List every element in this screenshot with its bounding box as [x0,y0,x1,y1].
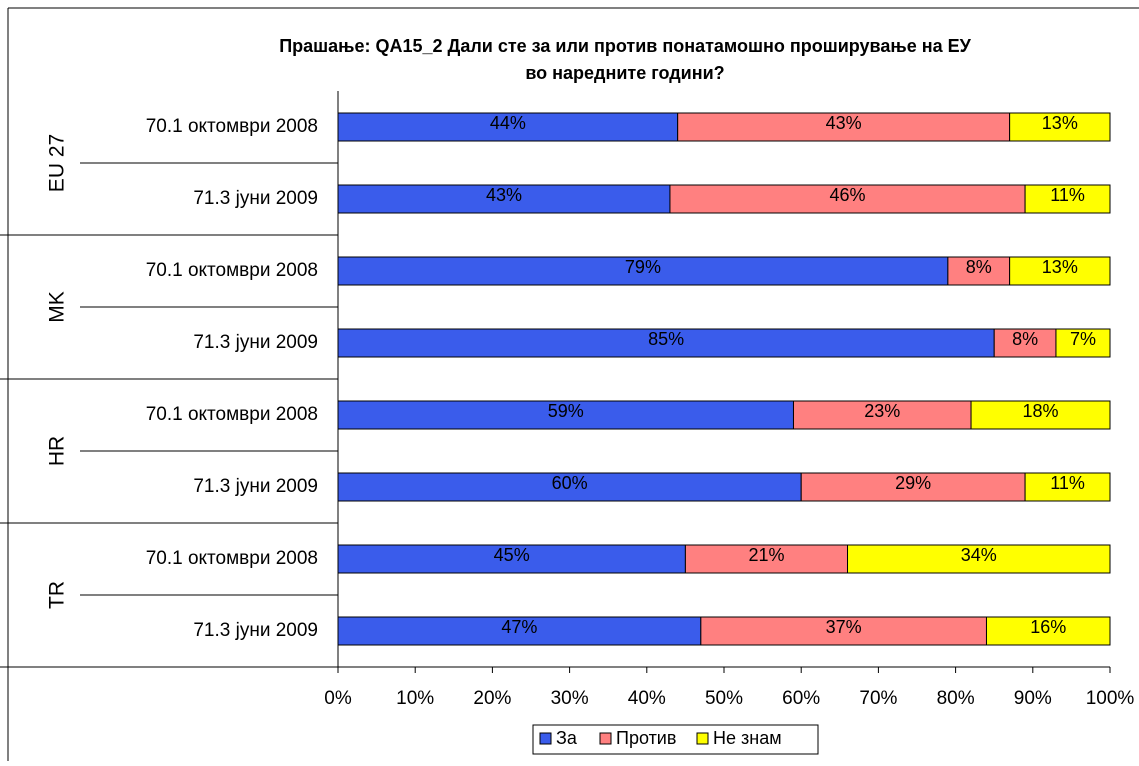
group-label: MK [46,291,69,323]
x-tick-label: 50% [705,688,743,709]
value-label: 79% [625,257,661,277]
bar-segment [1024,184,1111,214]
value-label: 47% [501,617,537,637]
legend-label: Против [616,728,676,748]
bar-segment [337,616,702,646]
x-tick-label: 20% [473,688,511,709]
bar-segment [947,256,1011,286]
bar-segment [800,472,1026,502]
x-tick-label: 30% [551,688,589,709]
x-tick-label: 10% [396,688,434,709]
group-label: TR [46,581,69,609]
legend-label: Не знам [713,728,782,748]
value-label: 37% [826,617,862,637]
legend [532,724,819,755]
category-label: 70.1 октомври 2008 [146,548,318,569]
group-label: EU 27 [46,134,69,192]
category-label: 70.1 октомври 2008 [146,260,318,281]
value-label: 21% [748,545,784,565]
group-label: HR [46,436,69,466]
bar-segment [337,400,794,430]
value-label: 13% [1042,257,1078,277]
value-label: 45% [494,545,530,565]
bar-segment [677,112,1011,142]
value-label: 7% [1070,329,1096,349]
bar-segment [684,544,849,574]
value-label: 85% [648,329,684,349]
bar-segment [337,472,802,502]
legend-swatch [599,732,612,745]
bar-segment [985,616,1111,646]
legend-swatch [539,732,552,745]
value-label: 46% [830,185,866,205]
bar-segment [970,400,1111,430]
bar-segment [1009,112,1111,142]
bar-segment [337,112,679,142]
bar-segment [1055,328,1111,358]
value-label: 16% [1030,617,1066,637]
value-label: 23% [864,401,900,421]
value-label: 8% [1012,329,1038,349]
bar-segment [792,400,972,430]
x-tick-label: 90% [1014,688,1052,709]
legend-swatch [696,732,709,745]
bar-segment [337,256,949,286]
category-label: 71.3 јуни 2009 [193,620,318,641]
value-label: 43% [826,113,862,133]
bar-segment [1009,256,1111,286]
bar-segment [669,184,1026,214]
value-label: 11% [1050,473,1085,493]
x-tick-label: 0% [324,688,352,709]
value-label: 29% [895,473,931,493]
value-label: 11% [1050,185,1085,205]
legend-label: За [556,728,578,748]
value-label: 8% [966,257,992,277]
value-label: 44% [490,113,526,133]
value-label: 60% [552,473,588,493]
x-tick-label: 60% [782,688,820,709]
x-tick-label: 80% [937,688,975,709]
value-label: 13% [1042,113,1078,133]
bar-segment [1024,472,1111,502]
value-label: 18% [1023,401,1059,421]
category-label: 71.3 јуни 2009 [193,476,318,497]
x-tick-label: 100% [1086,688,1135,709]
x-tick-label: 70% [859,688,897,709]
bar-segment [847,544,1111,574]
bar-segment [993,328,1057,358]
x-tick-label: 40% [628,688,666,709]
value-label: 59% [548,401,584,421]
chart-title: во наредните години? [525,63,724,83]
category-label: 70.1 октомври 2008 [146,404,318,425]
value-label: 34% [961,545,997,565]
category-label: 71.3 јуни 2009 [193,188,318,209]
value-label: 43% [486,185,522,205]
chart-title: Прашање: QA15_2 Дали сте за или против п… [279,36,971,56]
category-label: 70.1 октомври 2008 [146,116,318,137]
category-label: 71.3 јуни 2009 [193,332,318,353]
